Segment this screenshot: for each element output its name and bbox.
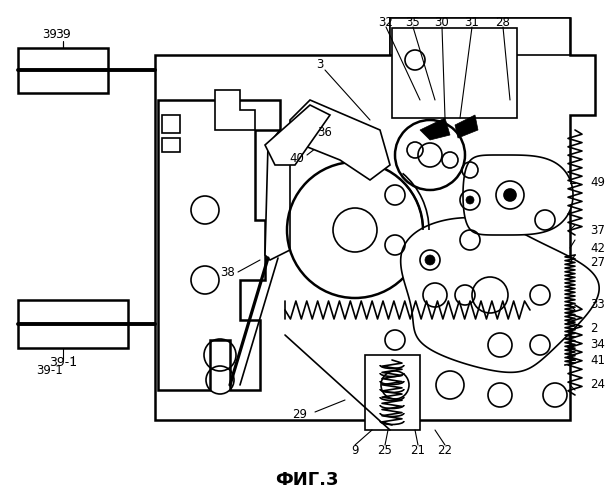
- Text: 9: 9: [351, 444, 359, 456]
- Text: 32: 32: [379, 16, 394, 28]
- Text: 36: 36: [317, 126, 332, 140]
- Polygon shape: [420, 118, 450, 140]
- Bar: [18, 48, 108, 93]
- Text: 39: 39: [42, 28, 58, 42]
- Text: 27: 27: [590, 256, 605, 270]
- Text: 25: 25: [378, 444, 392, 456]
- Text: 39: 39: [55, 28, 71, 42]
- Text: 38: 38: [220, 266, 235, 278]
- Circle shape: [466, 196, 474, 204]
- Text: 39-1: 39-1: [37, 364, 63, 376]
- Text: 30: 30: [435, 16, 449, 28]
- Polygon shape: [463, 155, 573, 235]
- Polygon shape: [290, 100, 390, 180]
- Bar: [365, 355, 420, 430]
- Text: 39-1: 39-1: [49, 356, 77, 368]
- Text: 24: 24: [590, 378, 605, 392]
- Text: 37: 37: [590, 224, 605, 236]
- Text: 29: 29: [292, 408, 308, 422]
- Bar: [162, 138, 180, 152]
- Polygon shape: [155, 18, 595, 420]
- Text: 28: 28: [495, 16, 510, 28]
- Text: 40: 40: [290, 152, 305, 164]
- Text: 22: 22: [438, 444, 453, 456]
- Polygon shape: [265, 105, 330, 165]
- Bar: [162, 115, 180, 133]
- Polygon shape: [265, 130, 290, 260]
- Text: 2: 2: [590, 322, 597, 334]
- Polygon shape: [158, 100, 280, 390]
- Polygon shape: [455, 115, 478, 138]
- Text: 3: 3: [316, 58, 324, 71]
- Text: 35: 35: [406, 16, 421, 28]
- Polygon shape: [401, 218, 599, 372]
- Text: 41: 41: [590, 354, 605, 366]
- Circle shape: [425, 255, 435, 265]
- Polygon shape: [215, 90, 255, 130]
- Bar: [390, 18, 570, 55]
- Text: 49: 49: [590, 176, 605, 190]
- Bar: [392, 28, 517, 118]
- Circle shape: [504, 189, 516, 201]
- Text: 42: 42: [590, 242, 605, 254]
- Text: 33: 33: [590, 298, 605, 312]
- Bar: [18, 300, 128, 348]
- Text: 31: 31: [465, 16, 480, 28]
- Text: 21: 21: [411, 444, 426, 456]
- Text: 34: 34: [590, 338, 605, 351]
- Text: ФИГ.3: ФИГ.3: [275, 471, 339, 489]
